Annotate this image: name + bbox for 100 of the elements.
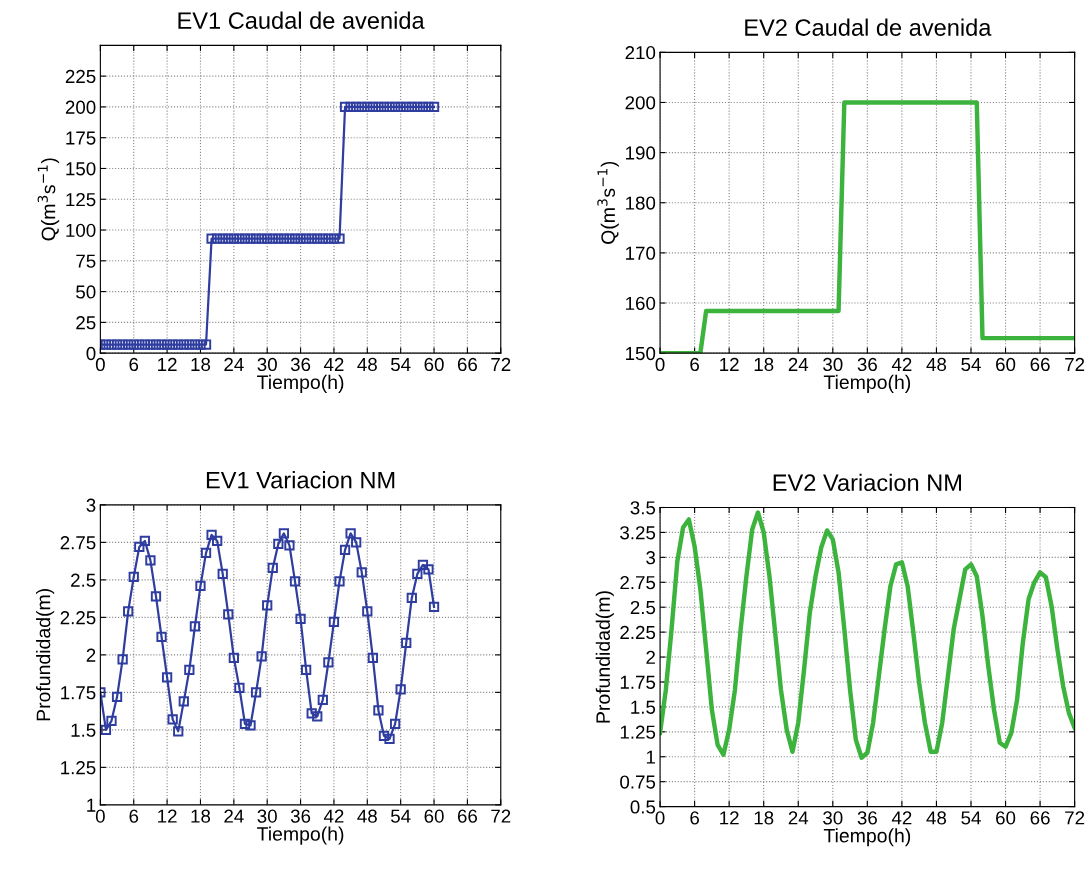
x-tick-label: 36 (290, 357, 311, 372)
x-tick-label: 12 (720, 357, 739, 371)
x-tick-label: 54 (961, 358, 981, 372)
y-tick-label: 1.5 (631, 700, 656, 714)
x-tick-label: 6 (129, 357, 139, 372)
chart-title: EV1 Caudal de avenida (178, 11, 425, 29)
x-tick-label: 42 (323, 357, 344, 371)
y-tick-label: 1.25 (620, 725, 656, 739)
y-tick-label: 25 (76, 316, 96, 330)
x-tick-label: 36 (857, 811, 877, 825)
x-tick-label: 42 (891, 357, 912, 371)
x-axis-title: Tiempo(h) (257, 826, 344, 845)
x-tick-label: 54 (390, 809, 411, 823)
x-tick-label: 60 (996, 357, 1016, 372)
y-tick-label: 200 (65, 100, 96, 114)
x-tick-label: 42 (891, 811, 912, 825)
x-tick-label: 54 (390, 358, 411, 372)
y-tick-label: 125 (66, 192, 96, 207)
x-tick-label: 60 (996, 811, 1016, 825)
x-tick-label: 6 (129, 809, 139, 823)
y-tick-label: 170 (626, 246, 656, 260)
x-tick-label: 30 (823, 811, 843, 825)
x-tick-label: 72 (1065, 811, 1085, 825)
x-tick-label: 66 (457, 357, 478, 372)
x-tick-label: 54 (961, 811, 981, 825)
x-tick-label: 30 (257, 357, 277, 372)
y-tick-label: 1 (646, 750, 655, 764)
y-tick-label: 2.25 (60, 611, 96, 625)
x-tick-label: 48 (357, 357, 377, 372)
x-tick-label: 0 (655, 811, 665, 825)
y-axis-title: Q(m$^{3}$s$^{−1}$) (597, 161, 619, 244)
x-tick-label: 24 (224, 357, 244, 371)
y-tick-label: 150 (626, 346, 656, 361)
x-axis-title: Tiempo(h) (823, 828, 911, 847)
x-tick-label: 6 (690, 811, 699, 825)
y-tick-label: 2.5 (71, 573, 96, 587)
x-tick-label: 66 (1030, 811, 1050, 825)
chart-title: EV1 Variacion NM (206, 471, 395, 489)
x-tick-label: 18 (754, 811, 774, 825)
y-tick-label: 100 (66, 223, 96, 238)
x-tick-label: 18 (191, 809, 211, 823)
x-tick-label: 24 (788, 357, 809, 371)
x-tick-label: 24 (788, 811, 809, 825)
x-tick-label: 24 (224, 809, 244, 823)
y-tick-label: 180 (626, 196, 656, 210)
y-tick-label: 0.75 (620, 775, 656, 789)
y-tick-label: 3 (86, 498, 96, 512)
y-tick-label: 1.5 (71, 723, 96, 737)
y-tick-label: 2.5 (630, 600, 656, 615)
x-tick-label: 60 (424, 357, 444, 372)
y-tick-label: 2.75 (60, 536, 96, 550)
x-tick-label: 72 (1065, 357, 1085, 371)
y-tick-label: 190 (626, 146, 656, 160)
y-tick-label: 0 (86, 346, 96, 361)
y-tick-label: 2 (86, 648, 96, 662)
y-tick-label: 175 (66, 131, 96, 145)
y-axis-title: Profundidad(m) (36, 589, 55, 721)
x-tick-label: 66 (1030, 357, 1050, 372)
y-tick-label: 200 (625, 96, 656, 110)
x-tick-label: 36 (857, 357, 877, 372)
x-tick-label: 60 (424, 809, 444, 823)
y-tick-label: 2.75 (620, 575, 656, 590)
y-tick-label: 160 (626, 296, 656, 310)
y-tick-label: 3 (646, 551, 656, 565)
x-tick-label: 48 (357, 809, 377, 823)
x-tick-label: 12 (720, 811, 739, 825)
x-tick-label: 48 (926, 811, 947, 825)
chart-title: EV2 Caudal de avenida (745, 18, 992, 36)
y-tick-label: 150 (66, 162, 96, 176)
y-tick-label: 1.75 (61, 686, 96, 700)
y-tick-label: 3.25 (620, 526, 656, 540)
x-tick-label: 0 (95, 809, 105, 823)
x-axis-title: Tiempo(h) (823, 374, 911, 393)
chart-title: EV2 Variacion NM (773, 473, 961, 492)
x-axis-title: Tiempo(h) (257, 374, 344, 393)
y-tick-label: 2 (646, 650, 655, 664)
x-tick-label: 18 (754, 357, 774, 372)
x-tick-label: 6 (690, 357, 699, 372)
y-tick-label: 1.25 (61, 761, 96, 775)
x-tick-label: 72 (491, 357, 511, 371)
x-tick-label: 12 (158, 357, 177, 371)
x-tick-label: 12 (158, 809, 177, 823)
y-tick-label: 50 (76, 285, 96, 299)
x-tick-label: 66 (457, 809, 478, 823)
x-tick-label: 36 (290, 809, 311, 823)
line-series (660, 510, 1075, 760)
y-tick-label: 2.25 (620, 625, 656, 640)
y-tick-label: 1 (87, 798, 96, 812)
x-tick-label: 30 (257, 809, 277, 823)
x-tick-label: 48 (926, 357, 947, 372)
x-tick-label: 72 (491, 809, 511, 823)
y-tick-label: 75 (76, 254, 96, 268)
x-tick-label: 42 (323, 809, 344, 823)
y-tick-label: 3.5 (630, 501, 656, 515)
y-axis-title: Profundidad(m) (595, 591, 614, 723)
y-tick-label: 1.75 (620, 675, 656, 689)
x-tick-label: 30 (823, 357, 843, 372)
y-axis-title: Q(m$^{3}$s$^{−1}$) (37, 158, 60, 241)
x-tick-label: 18 (191, 357, 211, 372)
y-tick-label: 225 (65, 69, 96, 84)
